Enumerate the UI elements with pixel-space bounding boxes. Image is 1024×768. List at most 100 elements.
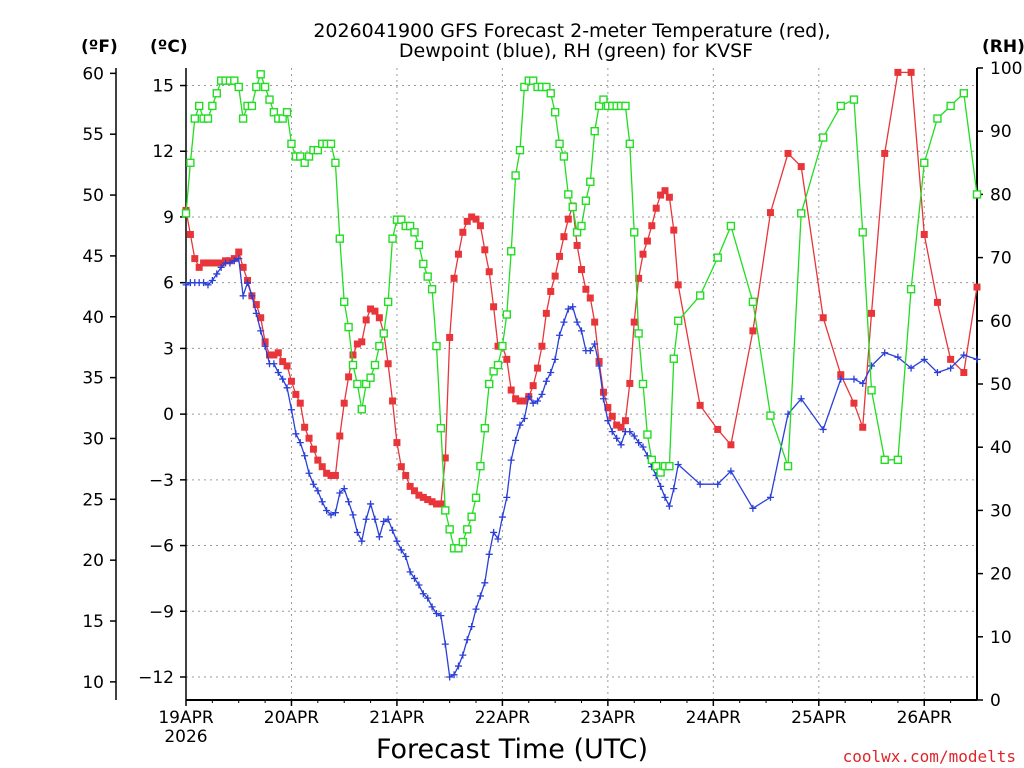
dewpoint-point [850, 375, 858, 383]
rh-point [647, 455, 657, 465]
dewpoint-point [226, 259, 234, 267]
rh-point [480, 424, 490, 433]
rh-point [586, 177, 595, 186]
temperature-point [283, 362, 291, 370]
temperature-point [670, 226, 678, 234]
rh-point [528, 76, 538, 85]
temperature-point [604, 404, 612, 412]
temperature-point [960, 368, 968, 376]
dewpoint-point [494, 535, 502, 543]
rh-point [423, 272, 432, 281]
rh-tick-label: 100 [990, 59, 1022, 79]
temperature-point [503, 355, 511, 363]
dewpoint-point [859, 379, 867, 387]
rh-point [331, 158, 340, 168]
temperature-point [371, 307, 379, 315]
dewpoint-point [318, 498, 326, 506]
dewpoint-point [547, 368, 555, 376]
temperature-point [252, 301, 260, 309]
dewpoint-point [349, 511, 357, 519]
rh-point [463, 525, 472, 534]
dewpoint-point [419, 590, 427, 598]
temperature-point [556, 252, 564, 260]
dewpoint-point [270, 360, 278, 368]
dewpoint-point [714, 480, 722, 488]
temperature-point [375, 314, 383, 322]
dewpoint-point [411, 574, 419, 582]
temperature-point [419, 493, 427, 501]
fahrenheit-tick-label: 40 [82, 308, 104, 328]
dewpoint-point [375, 533, 383, 541]
temperature-point [217, 259, 225, 267]
temperature-point [309, 445, 317, 453]
dewpoint-point [960, 351, 968, 359]
dewpoint-point [248, 292, 256, 300]
rh-point [265, 95, 274, 104]
temperature-point [674, 281, 682, 289]
temperature-point [599, 388, 607, 396]
temperature-point [279, 358, 287, 366]
temperature-point [358, 338, 366, 346]
temperature-point [204, 259, 212, 267]
dewpoint-point [498, 513, 506, 521]
rh-point [432, 341, 441, 351]
dewpoint-point [868, 362, 876, 370]
temperature-point [727, 441, 735, 449]
dewpoint-point [213, 270, 221, 278]
temperature-point [327, 471, 335, 479]
temperature-point [881, 149, 889, 157]
rh-tick-label: 90 [990, 122, 1012, 142]
dewpoint-point [314, 487, 322, 495]
rh-line [185, 72, 978, 549]
rh-point [441, 506, 450, 515]
temperature-point [450, 274, 458, 282]
rh-point [476, 461, 485, 471]
dewpoint-point [973, 355, 981, 363]
temperature-point [393, 439, 401, 447]
dewpoint-point [463, 636, 471, 644]
rh-point [920, 158, 929, 168]
temperature-point [591, 318, 599, 326]
rh-point [515, 145, 525, 155]
temperature-point [630, 318, 638, 326]
temperature-point [463, 217, 471, 225]
temperature-point [529, 382, 537, 390]
rh-unit-label: (RH) [982, 37, 1024, 57]
rh-point [498, 341, 507, 351]
dewpoint-point [446, 673, 454, 681]
rh-point [959, 89, 969, 98]
rh-point [208, 101, 217, 111]
temperature-point [235, 248, 243, 256]
temperature-point [485, 268, 493, 276]
fahrenheit-tick-label: 55 [82, 125, 104, 145]
temperature-point [784, 149, 792, 157]
rh-point [520, 82, 529, 92]
temperature-point [265, 351, 273, 359]
dewpoint-point [797, 395, 805, 403]
celsius-tick-label: −6 [149, 537, 174, 557]
rh-point [383, 297, 393, 307]
dewpoint-point [569, 303, 577, 311]
rh-point [238, 114, 248, 123]
dewpoint-point [441, 640, 449, 648]
dewpoint-point [639, 443, 647, 451]
dewpoint-point [573, 318, 581, 326]
dewpoint-point [674, 461, 682, 469]
dewpoint-point [323, 507, 331, 515]
dewpoint-point [257, 327, 265, 335]
rh-point [818, 133, 828, 142]
dewpoint-point [380, 517, 388, 525]
temperature-point [626, 379, 634, 387]
rh-point [181, 209, 191, 218]
temperature-point [639, 250, 647, 258]
rh-series [181, 70, 982, 553]
fahrenheit-unit-label: (ºF) [81, 37, 118, 57]
dewpoint-point [819, 425, 827, 433]
rh-point [335, 234, 345, 243]
dewpoint-point [296, 439, 304, 447]
rh-tick-label: 30 [990, 501, 1012, 521]
dewpoint-point [305, 469, 313, 477]
temperature-point [560, 233, 568, 241]
rh-point [972, 190, 982, 199]
temperature-point [507, 386, 515, 394]
